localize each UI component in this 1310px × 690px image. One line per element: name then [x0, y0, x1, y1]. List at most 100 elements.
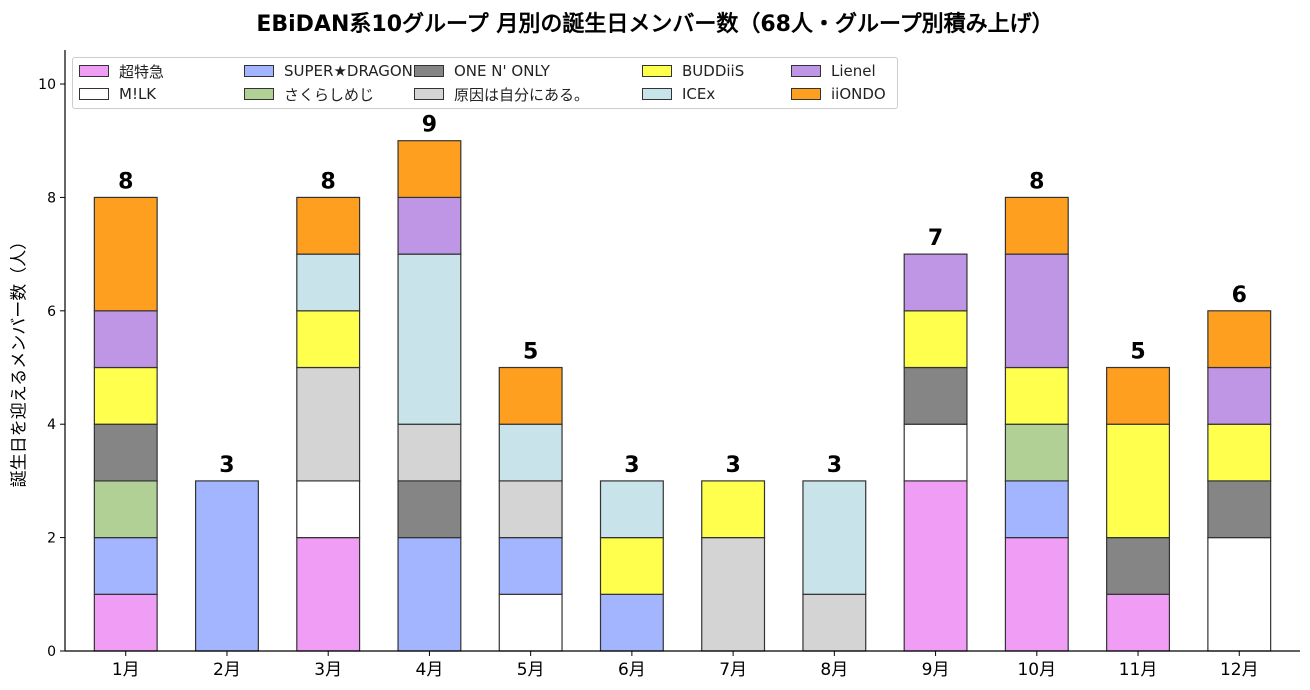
- bar-segment: [1106, 366, 1171, 425]
- x-tick-label: 3月: [314, 660, 342, 680]
- legend-item: ICEx: [642, 84, 715, 104]
- bar-segment: [1106, 593, 1171, 652]
- bar-segment: [1004, 537, 1069, 652]
- bar-segment: [498, 537, 563, 595]
- legend-item: 超特急: [79, 61, 164, 81]
- legend-item: SUPER★DRAGON: [244, 61, 413, 81]
- legend-label: SUPER★DRAGON: [284, 62, 413, 80]
- bar-segment: [397, 423, 462, 482]
- bar-total-label: 3: [624, 453, 639, 478]
- legend-swatch: [791, 65, 821, 77]
- y-axis-label: 誕生日を迎えるメンバー数（人）: [9, 232, 30, 488]
- y-tick-label: 10: [38, 77, 56, 93]
- bar-segment: [397, 537, 462, 652]
- bar-segment: [93, 196, 158, 312]
- legend-label: iiONDO: [831, 85, 886, 103]
- bar-segment: [1004, 196, 1069, 255]
- legend-label: 原因は自分にある。: [454, 85, 590, 104]
- bar-segment: [397, 140, 462, 199]
- legend-label: ONE N' ONLY: [454, 62, 550, 80]
- bar-segment: [296, 480, 361, 539]
- y-tick-label: 0: [47, 644, 56, 660]
- bar-segment: [93, 480, 158, 539]
- bar-total-label: 8: [118, 169, 133, 194]
- bar-total-label: 3: [725, 453, 740, 478]
- legend-item: M!LK: [79, 84, 156, 104]
- legend-label: 超特急: [119, 62, 165, 81]
- bar-segment: [1004, 253, 1069, 369]
- x-tick-label: 11月: [1119, 660, 1158, 680]
- x-tick-label: 12月: [1220, 660, 1259, 680]
- legend-item: ONE N' ONLY: [414, 61, 550, 81]
- bar-total-label: 6: [1232, 283, 1247, 308]
- bar-segment: [498, 593, 563, 652]
- bar-segment: [498, 366, 563, 425]
- bar-total-label: 5: [1130, 340, 1145, 365]
- bar-segment: [1207, 537, 1272, 652]
- bar-total-label: 8: [321, 169, 336, 194]
- bar-segment: [903, 423, 968, 482]
- bar-total-label: 3: [827, 453, 842, 478]
- bar-total-label: 8: [1029, 169, 1044, 194]
- legend-swatch: [791, 88, 821, 100]
- legend-label: M!LK: [119, 85, 157, 103]
- bar-segment: [599, 480, 664, 539]
- bar-segment: [1004, 366, 1069, 425]
- legend-swatch: [642, 88, 672, 100]
- x-tick-label: 5月: [517, 660, 545, 680]
- legend-label: BUDDiiS: [682, 62, 745, 80]
- bar-segment: [296, 196, 361, 255]
- bar-segment: [1106, 423, 1171, 539]
- bar-total-label: 5: [523, 340, 538, 365]
- bar-segment: [1207, 366, 1272, 425]
- bar-segment: [397, 196, 462, 255]
- bar-total-label: 3: [219, 453, 234, 478]
- bar-segment: [397, 480, 462, 539]
- bar-segment: [599, 593, 664, 652]
- bar-segment: [296, 537, 361, 652]
- bar-segment: [903, 480, 968, 652]
- chart-title: EBiDAN系10グループ 月別の誕生日メンバー数（68人・グループ別積み上げ）: [256, 12, 1054, 37]
- bar-segment: [93, 593, 158, 652]
- bar-segment: [1207, 423, 1272, 482]
- y-tick-label: 4: [47, 417, 56, 433]
- legend-item: 原因は自分にある。: [414, 84, 589, 104]
- legend-swatch: [642, 65, 672, 77]
- legend-item: Lienel: [791, 61, 876, 81]
- y-tick-label: 8: [47, 190, 56, 206]
- bar-segment: [1207, 480, 1272, 539]
- legend-item: iiONDO: [791, 84, 886, 104]
- legend-label: さくらしめじ: [284, 85, 375, 104]
- bar-segment: [1004, 423, 1069, 482]
- legend-item: BUDDiiS: [642, 61, 744, 81]
- legend-swatch: [414, 88, 444, 100]
- bar-segment: [701, 480, 766, 539]
- legend-swatch: [414, 65, 444, 77]
- bar-segment: [93, 537, 158, 595]
- legend: 超特急 M!LK SUPER★DRAGON さくらしめじ ONE N' ONLY 原因は自…: [72, 57, 898, 109]
- bar-segment: [903, 310, 968, 369]
- bar-segment: [903, 366, 968, 425]
- legend-swatch: [79, 65, 109, 77]
- bar-segment: [903, 253, 968, 312]
- bar-segment: [296, 366, 361, 482]
- legend-swatch: [244, 88, 274, 100]
- legend-label: Lienel: [831, 62, 876, 80]
- bar-segment: [397, 253, 462, 425]
- bar-segment: [93, 310, 158, 369]
- bar-segment: [802, 593, 867, 652]
- bar-total-label: 7: [928, 226, 943, 251]
- x-tick-label: 2月: [213, 660, 241, 680]
- bar-segment: [802, 480, 867, 595]
- bar-segment: [194, 480, 259, 652]
- bar-segment: [296, 310, 361, 369]
- x-tick-label: 8月: [820, 660, 848, 680]
- bar-segment: [1004, 480, 1069, 539]
- legend-swatch: [244, 65, 274, 77]
- bar-segment: [498, 423, 563, 482]
- bar-segment: [93, 423, 158, 482]
- bar-segment: [599, 537, 664, 595]
- x-tick-label: 1月: [112, 660, 140, 680]
- y-tick-label: 2: [47, 531, 56, 547]
